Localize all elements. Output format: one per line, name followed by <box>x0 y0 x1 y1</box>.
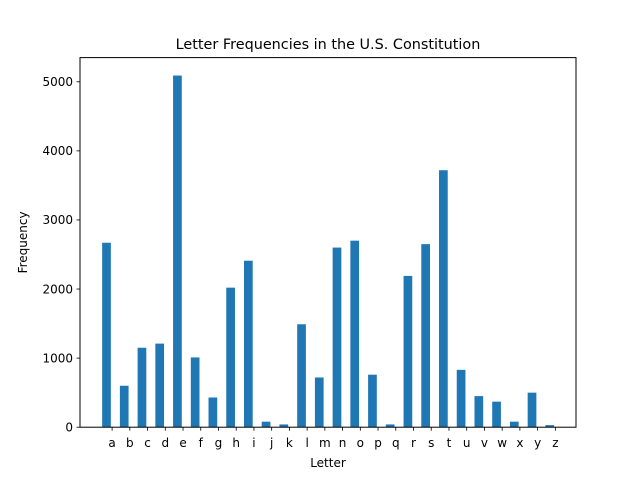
x-tick-label-p: p <box>374 436 382 450</box>
x-tick-label-g: g <box>215 436 223 450</box>
bar-o <box>350 240 360 428</box>
bar-t <box>439 170 448 428</box>
y-tick-label-5000: 5000 <box>42 75 73 89</box>
bar-r <box>403 275 413 428</box>
bar-x <box>509 421 519 428</box>
x-tick-label-l: l <box>305 436 308 450</box>
x-tick-label-s: s <box>428 436 434 450</box>
plot-frame <box>79 57 577 428</box>
x-tick-label-f: f <box>199 436 204 450</box>
x-tick-label-i: i <box>252 436 255 450</box>
x-axis-label: Letter <box>310 456 346 470</box>
bar-u <box>456 369 466 428</box>
bar-z <box>545 425 555 428</box>
x-tick-label-q: q <box>392 436 400 450</box>
x-tick-label-c: c <box>144 436 151 450</box>
bar-p <box>368 374 377 428</box>
bar-a <box>102 242 111 428</box>
x-tick-label-y: y <box>534 436 541 450</box>
bar-m <box>314 377 324 428</box>
bar-q <box>385 424 395 428</box>
x-tick-label-e: e <box>179 436 186 450</box>
x-tick-label-x: x <box>516 436 523 450</box>
x-tick-label-w: w <box>497 436 507 450</box>
x-tick-label-v: v <box>481 436 488 450</box>
bars-group <box>102 75 555 428</box>
bar-s <box>421 244 430 428</box>
chart-title: Letter Frequencies in the U.S. Constitut… <box>176 37 481 53</box>
bar-b <box>119 385 129 428</box>
bar-e <box>173 75 182 428</box>
bar-k <box>279 424 289 428</box>
x-tick-label-k: k <box>286 436 293 450</box>
bar-d <box>155 343 165 428</box>
bar-i <box>243 260 253 428</box>
x-tick-label-n: n <box>339 436 347 450</box>
bar-c <box>137 347 147 428</box>
y-tick-label-4000: 4000 <box>42 144 73 158</box>
y-axis-label: Frequency <box>16 211 30 273</box>
bar-f <box>190 357 200 428</box>
x-tick-label-j: j <box>269 436 273 450</box>
x-tick-label-u: u <box>463 436 471 450</box>
bar-w <box>492 401 501 428</box>
y-axis-ticks: 0 1000 2000 3000 4000 5000 <box>42 75 80 435</box>
y-tick-label-1000: 1000 <box>42 351 73 365</box>
x-tick-label-r: r <box>411 436 416 450</box>
bar-j <box>261 421 271 428</box>
x-tick-label-z: z <box>552 436 558 450</box>
bar-h <box>226 287 235 428</box>
bar-l <box>297 324 306 428</box>
bar-n <box>332 247 342 428</box>
y-tick-label-0: 0 <box>65 421 73 435</box>
x-tick-label-a: a <box>108 436 115 450</box>
x-tick-label-b: b <box>126 436 134 450</box>
bar-y <box>527 392 537 428</box>
x-tick-label-o: o <box>357 436 364 450</box>
x-tick-label-h: h <box>232 436 240 450</box>
y-tick-label-3000: 3000 <box>42 213 73 227</box>
y-tick-label-2000: 2000 <box>42 282 73 296</box>
bar-v <box>474 396 484 428</box>
bar-g <box>208 397 218 428</box>
x-tick-label-t: t <box>447 436 452 450</box>
x-tick-label-d: d <box>161 436 169 450</box>
x-tick-label-m: m <box>319 436 331 450</box>
